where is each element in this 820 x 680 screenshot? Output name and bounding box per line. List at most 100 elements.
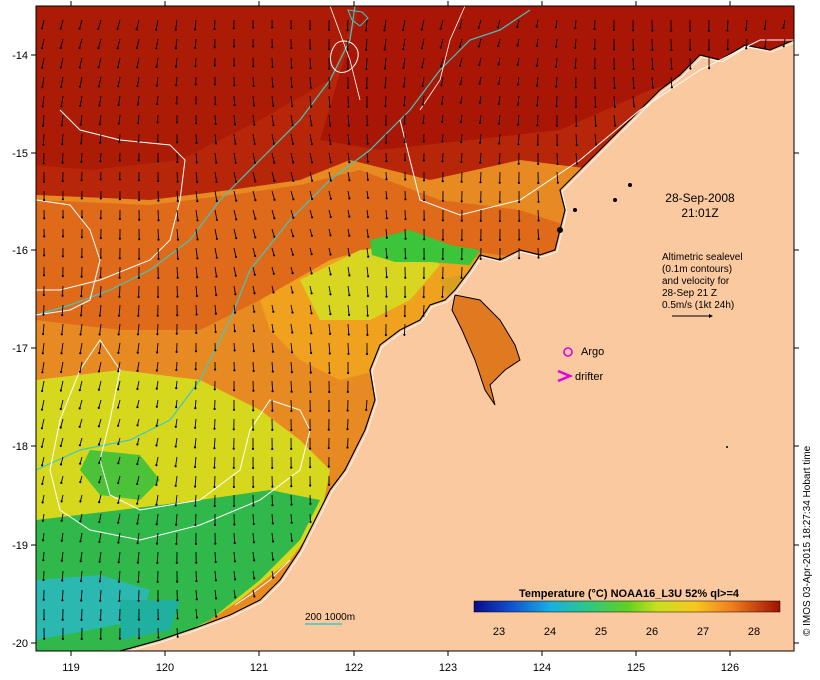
velocity-arrow-head — [290, 539, 293, 542]
velocity-arrow-head — [535, 25, 538, 28]
velocity-arrow — [233, 532, 236, 544]
velocity-arrow — [233, 171, 237, 182]
velocity-arrow-head — [194, 46, 197, 49]
velocity-arrow-head — [253, 559, 256, 562]
velocity-arrow-head — [42, 124, 45, 127]
velocity-arrow — [497, 38, 501, 47]
velocity-arrow — [99, 323, 102, 335]
velocity-arrow — [271, 95, 274, 106]
velocity-arrow-head — [60, 500, 63, 503]
velocity-arrow-head — [422, 159, 425, 162]
velocity-arrow-head — [421, 84, 424, 87]
velocity-arrow — [118, 589, 121, 601]
velocity-arrow — [137, 532, 140, 544]
velocity-arrow — [117, 475, 121, 484]
velocity-arrow — [156, 418, 159, 426]
velocity-arrow-head — [195, 598, 198, 601]
velocity-arrow-head — [42, 578, 45, 582]
velocity-arrow — [214, 266, 217, 277]
velocity-arrow-head — [136, 387, 139, 391]
velocity-arrow — [41, 399, 45, 410]
velocity-arrow-head — [383, 48, 386, 51]
velocity-arrow-head — [346, 29, 349, 32]
velocity-arrow — [782, 19, 786, 28]
velocity-arrow-head — [707, 48, 711, 51]
velocity-arrow-head — [329, 142, 332, 146]
velocity-arrow-head — [194, 350, 198, 353]
velocity-arrow-head — [136, 463, 139, 466]
velocity-arrow-head — [328, 105, 331, 108]
velocity-arrow-head — [291, 291, 294, 294]
velocity-arrow-head — [78, 46, 81, 50]
velocity-arrow — [670, 76, 673, 88]
velocity-arrow-head — [194, 387, 197, 390]
velocity-arrow-head — [385, 178, 388, 181]
velocity-arrow-head — [346, 428, 349, 431]
velocity-arrow-head — [215, 218, 218, 221]
velocity-arrow-head — [273, 254, 276, 257]
velocity-arrow — [594, 95, 596, 107]
velocity-arrow — [309, 76, 312, 88]
velocity-arrow-head — [59, 444, 62, 447]
velocity-arrow — [214, 285, 217, 296]
velocity-arrow-head — [42, 313, 45, 316]
velocity-arrow-head — [271, 485, 274, 488]
velocity-arrow-head — [595, 143, 598, 146]
velocity-arrow — [60, 437, 64, 447]
velocity-arrow-head — [272, 272, 275, 275]
velocity-arrow-head — [175, 350, 178, 353]
velocity-arrow-head — [348, 234, 351, 237]
velocity-arrow-head — [137, 276, 140, 279]
velocity-arrow-head — [346, 446, 349, 449]
velocity-arrow-head — [214, 560, 217, 564]
velocity-arrow — [366, 133, 369, 144]
velocity-arrow — [517, 114, 520, 125]
velocity-arrow-head — [78, 66, 81, 69]
velocity-arrow — [79, 399, 83, 409]
velocity-arrow — [97, 19, 102, 29]
velocity-arrow — [745, 19, 748, 30]
velocity-arrow-head — [157, 618, 160, 621]
velocity-arrow-head — [60, 539, 63, 542]
velocity-arrow-head — [97, 406, 100, 409]
velocity-arrow — [366, 228, 369, 237]
velocity-arrow-head — [233, 389, 236, 392]
velocity-arrow — [347, 247, 350, 256]
velocity-arrow — [175, 475, 178, 486]
velocity-arrow — [536, 38, 539, 46]
colorbar-title: Temperature (°C) NOAA16_L3U 52% ql>=4 — [519, 588, 740, 600]
velocity-arrow-head — [593, 67, 596, 70]
velocity-arrow — [98, 38, 102, 49]
velocity-arrow-head — [744, 28, 748, 31]
velocity-arrow-head — [118, 178, 121, 181]
velocity-arrow — [155, 456, 159, 466]
velocity-arrow-head — [175, 368, 178, 372]
velocity-arrow — [783, 38, 786, 47]
velocity-arrow-head — [537, 200, 540, 203]
velocity-arrow — [252, 570, 255, 579]
velocity-arrow — [175, 38, 178, 49]
velocity-arrow-head — [402, 85, 405, 88]
velocity-arrow-head — [291, 351, 294, 354]
velocity-arrow — [555, 38, 558, 47]
velocity-arrow-head — [155, 483, 158, 486]
velocity-arrow-head — [272, 123, 275, 127]
velocity-arrow — [214, 114, 217, 124]
velocity-arrow — [459, 19, 463, 29]
velocity-arrow-head — [404, 217, 407, 221]
velocity-arrow-head — [252, 330, 256, 333]
velocity-arrow-head — [271, 428, 274, 431]
velocity-arrow — [309, 190, 313, 200]
velocity-arrow — [347, 285, 350, 296]
velocity-arrow — [536, 19, 539, 27]
velocity-arrow-head — [459, 64, 462, 67]
velocity-arrow-head — [575, 124, 578, 127]
velocity-arrow-head — [80, 142, 83, 145]
velocity-arrow — [366, 209, 369, 218]
velocity-arrow-head — [99, 178, 102, 181]
colorbar-tick: 23 — [493, 626, 505, 638]
velocity-arrow — [233, 589, 236, 598]
velocity-arrow-head — [155, 65, 158, 69]
velocity-arrow — [271, 247, 275, 256]
velocity-arrow-head — [253, 123, 256, 126]
